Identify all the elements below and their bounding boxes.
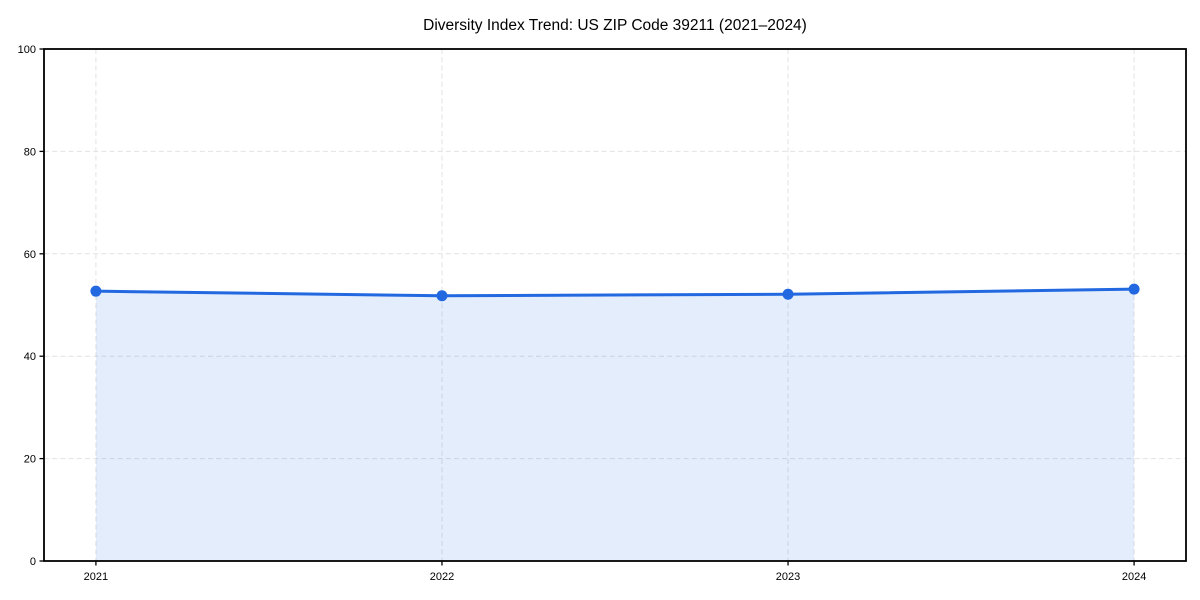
trend-line: [94, 287, 1136, 298]
area-fill: [95, 289, 1135, 561]
data-point-markers: [90, 283, 1140, 302]
trend-line-path: [94, 287, 1136, 298]
x-tick-label: 2022: [430, 571, 454, 583]
axis-tick-labels: 0 20 40 60 80 100 2021 2022 2023 2024: [18, 44, 1147, 583]
area-fill-path: [95, 289, 1135, 561]
y-tick-label: 60: [24, 249, 36, 261]
plot-frame: [43, 48, 1187, 562]
data-point-marker: [1128, 283, 1140, 295]
data-point-marker: [90, 285, 102, 297]
y-tick-label: 0: [30, 556, 36, 568]
x-tick-label: 2023: [776, 571, 800, 583]
chart-title: Diversity Index Trend: US ZIP Code 39211…: [423, 17, 807, 34]
axis-ticks: [39, 48, 1135, 566]
y-tick-label: 20: [24, 454, 36, 466]
x-tick-label: 2024: [1122, 571, 1146, 583]
data-point-marker: [436, 290, 448, 302]
axes-frame: [43, 48, 1187, 562]
y-tick-label: 80: [24, 146, 36, 158]
x-tick-label: 2021: [84, 571, 108, 583]
y-tick-label: 100: [18, 44, 36, 56]
data-point-marker: [782, 288, 794, 300]
y-tick-label: 40: [24, 351, 36, 363]
